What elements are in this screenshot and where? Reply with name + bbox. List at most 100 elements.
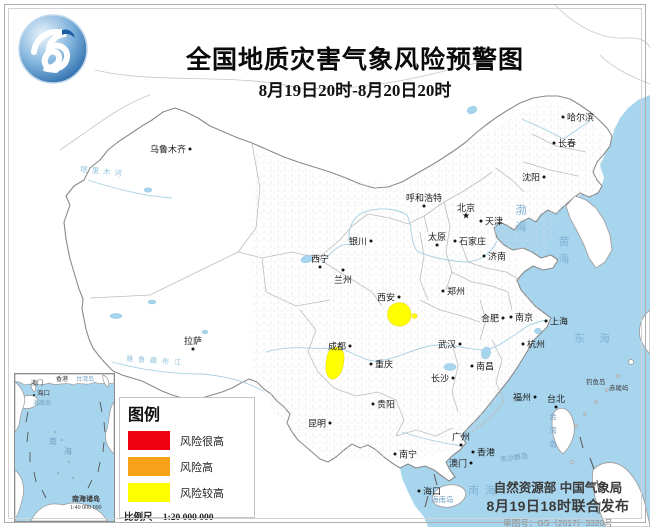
city-label: 石家庄 xyxy=(459,236,487,247)
city-marker-dot xyxy=(397,295,401,299)
city-marker-dot xyxy=(371,402,375,406)
city-label: 南京 xyxy=(515,312,534,323)
city-label: 长春 xyxy=(558,138,577,149)
inset-label: 澳门 xyxy=(31,381,44,387)
islands-and-korea xyxy=(431,195,650,527)
inset-label: 1:40 000 000 xyxy=(70,505,102,511)
legend-item: 风险很高 xyxy=(128,431,254,450)
legend-item-label: 风险很高 xyxy=(180,435,224,448)
city-label: 合肥 xyxy=(480,313,499,324)
legend-item-label: 风险高 xyxy=(180,461,213,474)
city-marker-dot xyxy=(544,319,548,323)
city-marker-dot xyxy=(435,243,439,247)
city-marker-capital: ★ xyxy=(461,210,471,221)
city-marker-dot xyxy=(479,219,483,223)
city-marker-dot xyxy=(501,316,505,320)
city-label: 银川 xyxy=(348,236,367,247)
inset-dash-line xyxy=(25,401,106,499)
island-label: 钓鱼岛 xyxy=(586,379,606,386)
legend-item: 风险较高 xyxy=(128,483,254,502)
city-marker-dot xyxy=(369,239,373,243)
city-marker-dot xyxy=(471,450,475,454)
city-marker-dot xyxy=(552,141,556,145)
city-label: 贵阳 xyxy=(377,399,396,410)
foreign-boundaries xyxy=(59,4,650,151)
city-marker-dot xyxy=(561,115,565,119)
city-label: 太原 xyxy=(427,232,447,242)
south-china-sea-inset: 香港 澳门 台湾岛 海口 海南岛南海南海诸岛 1:40 000 000 xyxy=(14,373,115,522)
city-marker-dot xyxy=(318,265,322,269)
city-label: 北京 xyxy=(456,203,476,213)
warning-zone xyxy=(325,347,345,380)
city-marker-dot xyxy=(459,443,463,447)
sea-label: 黄海 xyxy=(557,236,569,270)
city-label: 乌鲁木齐 xyxy=(149,144,186,155)
city-label: 天津 xyxy=(485,216,504,227)
city-marker-dot xyxy=(341,268,345,272)
city-marker-dot xyxy=(482,254,486,258)
map-scale: 比例尺 1:20 000 000 xyxy=(124,509,254,523)
legend-color-swatch xyxy=(128,483,170,502)
city-label: 拉萨 xyxy=(183,336,203,346)
city-marker-dot xyxy=(469,461,473,465)
scale-value: 1:20 000 000 xyxy=(162,513,214,523)
attribution-block: 自然资源部 中国气象局 8月19日18时联合发布 审图号：GS（2017）332… xyxy=(468,477,648,527)
city-label: 昆明 xyxy=(307,418,326,429)
inset-label: 台湾岛 xyxy=(76,377,95,383)
city-label: 杭州 xyxy=(527,339,546,350)
legend-color-swatch xyxy=(128,457,170,476)
city-label: 哈尔滨 xyxy=(567,112,595,123)
city-label: 济南 xyxy=(488,251,507,262)
city-marker-dot xyxy=(441,289,445,293)
inset-label: 南海诸岛 xyxy=(72,495,100,503)
rivers xyxy=(87,118,591,447)
sea-label: 渤海 xyxy=(514,204,526,238)
city-marker-dot xyxy=(458,342,462,346)
city-marker-dot xyxy=(422,204,426,208)
blue-dragon-logo-icon xyxy=(16,12,90,86)
warning-zone xyxy=(387,302,412,327)
city-marker-dot xyxy=(328,421,332,425)
legend-item: 风险高 xyxy=(128,457,254,476)
sea-label: 东海 xyxy=(574,333,624,345)
city-label: 福州 xyxy=(512,392,531,403)
page-title: 全国地质灾害气象风险预警图 xyxy=(185,47,524,74)
hainan-island xyxy=(431,484,467,508)
city-label: 重庆 xyxy=(375,359,394,370)
taiwan-island xyxy=(551,407,575,455)
legend-item-label: 风险较高 xyxy=(180,487,224,500)
issuing-agencies: 自然资源部 中国气象局 xyxy=(493,481,623,495)
legend-title: 图例 xyxy=(128,407,161,424)
city-marker-dot xyxy=(509,315,513,319)
island-label: 海南岛 xyxy=(431,495,454,504)
lakes xyxy=(109,106,542,371)
city-label: 呼和浩特 xyxy=(405,193,443,203)
sea-label: 南海 xyxy=(468,485,502,497)
boundary-dashes xyxy=(424,436,601,515)
legend-color-swatch xyxy=(128,431,170,450)
city-marker-dot xyxy=(521,342,525,346)
city-label: 沈阳 xyxy=(521,172,540,183)
city-marker-dot xyxy=(188,147,192,151)
city-label: 武汉 xyxy=(437,339,456,350)
city-marker-dot xyxy=(451,376,455,380)
city-label: 兰州 xyxy=(333,275,353,285)
city-label: 台北 xyxy=(546,394,566,404)
map-approval-number: 审图号：GS（2017）3320号 xyxy=(503,518,613,527)
inset-label: 海口 xyxy=(37,390,50,397)
issue-time: 8月19日18时联合发布 xyxy=(486,498,630,514)
city-label: 南昌 xyxy=(476,361,495,372)
city-label: 上海 xyxy=(550,316,569,327)
city-label: 长沙 xyxy=(430,373,449,384)
warning-zones xyxy=(325,302,418,380)
city-label: 西宁 xyxy=(310,254,330,264)
inset-label: 海南岛 xyxy=(33,401,52,407)
inset-label: 南 xyxy=(49,437,57,446)
valid-period: 8月19日20时-8月20日20时 xyxy=(258,81,452,100)
inset-map xyxy=(14,373,115,522)
island-label: 赤尾屿 xyxy=(609,385,629,392)
city-label: 广州 xyxy=(451,432,471,442)
